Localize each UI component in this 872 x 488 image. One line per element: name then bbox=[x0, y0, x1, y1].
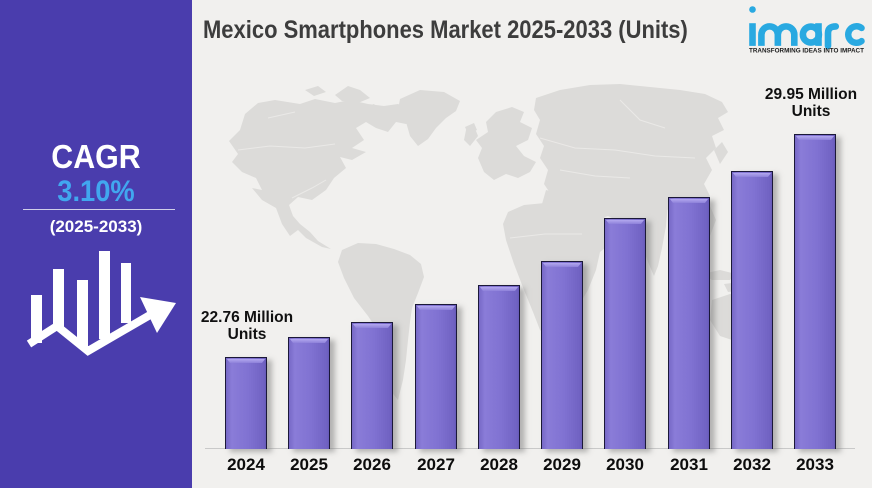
svg-text:TRANSFORMING IDEAS INTO IMPACT: TRANSFORMING IDEAS INTO IMPACT bbox=[749, 48, 864, 55]
